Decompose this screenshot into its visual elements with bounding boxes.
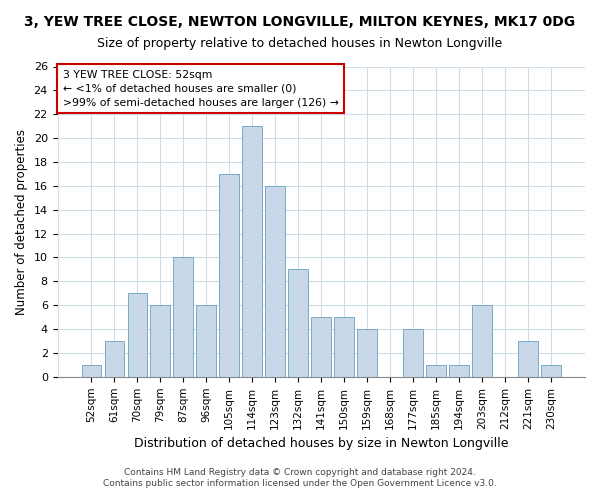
Bar	[265, 186, 285, 377]
Bar	[151, 305, 170, 377]
Bar	[449, 365, 469, 377]
Bar	[104, 341, 124, 377]
Y-axis label: Number of detached properties: Number of detached properties	[15, 128, 28, 314]
Text: 3 YEW TREE CLOSE: 52sqm
← <1% of detached houses are smaller (0)
>99% of semi-de: 3 YEW TREE CLOSE: 52sqm ← <1% of detache…	[63, 70, 338, 108]
X-axis label: Distribution of detached houses by size in Newton Longville: Distribution of detached houses by size …	[134, 437, 509, 450]
Bar	[128, 294, 147, 377]
Text: Contains HM Land Registry data © Crown copyright and database right 2024.
Contai: Contains HM Land Registry data © Crown c…	[103, 468, 497, 487]
Bar	[196, 305, 216, 377]
Bar	[403, 329, 423, 377]
Bar	[242, 126, 262, 377]
Bar	[334, 317, 354, 377]
Bar	[541, 365, 561, 377]
Bar	[220, 174, 239, 377]
Bar	[289, 270, 308, 377]
Bar	[311, 317, 331, 377]
Bar	[173, 258, 193, 377]
Text: Size of property relative to detached houses in Newton Longville: Size of property relative to detached ho…	[97, 38, 503, 51]
Bar	[358, 329, 377, 377]
Bar	[472, 305, 492, 377]
Bar	[427, 365, 446, 377]
Bar	[518, 341, 538, 377]
Bar	[82, 365, 101, 377]
Text: 3, YEW TREE CLOSE, NEWTON LONGVILLE, MILTON KEYNES, MK17 0DG: 3, YEW TREE CLOSE, NEWTON LONGVILLE, MIL…	[25, 15, 575, 29]
